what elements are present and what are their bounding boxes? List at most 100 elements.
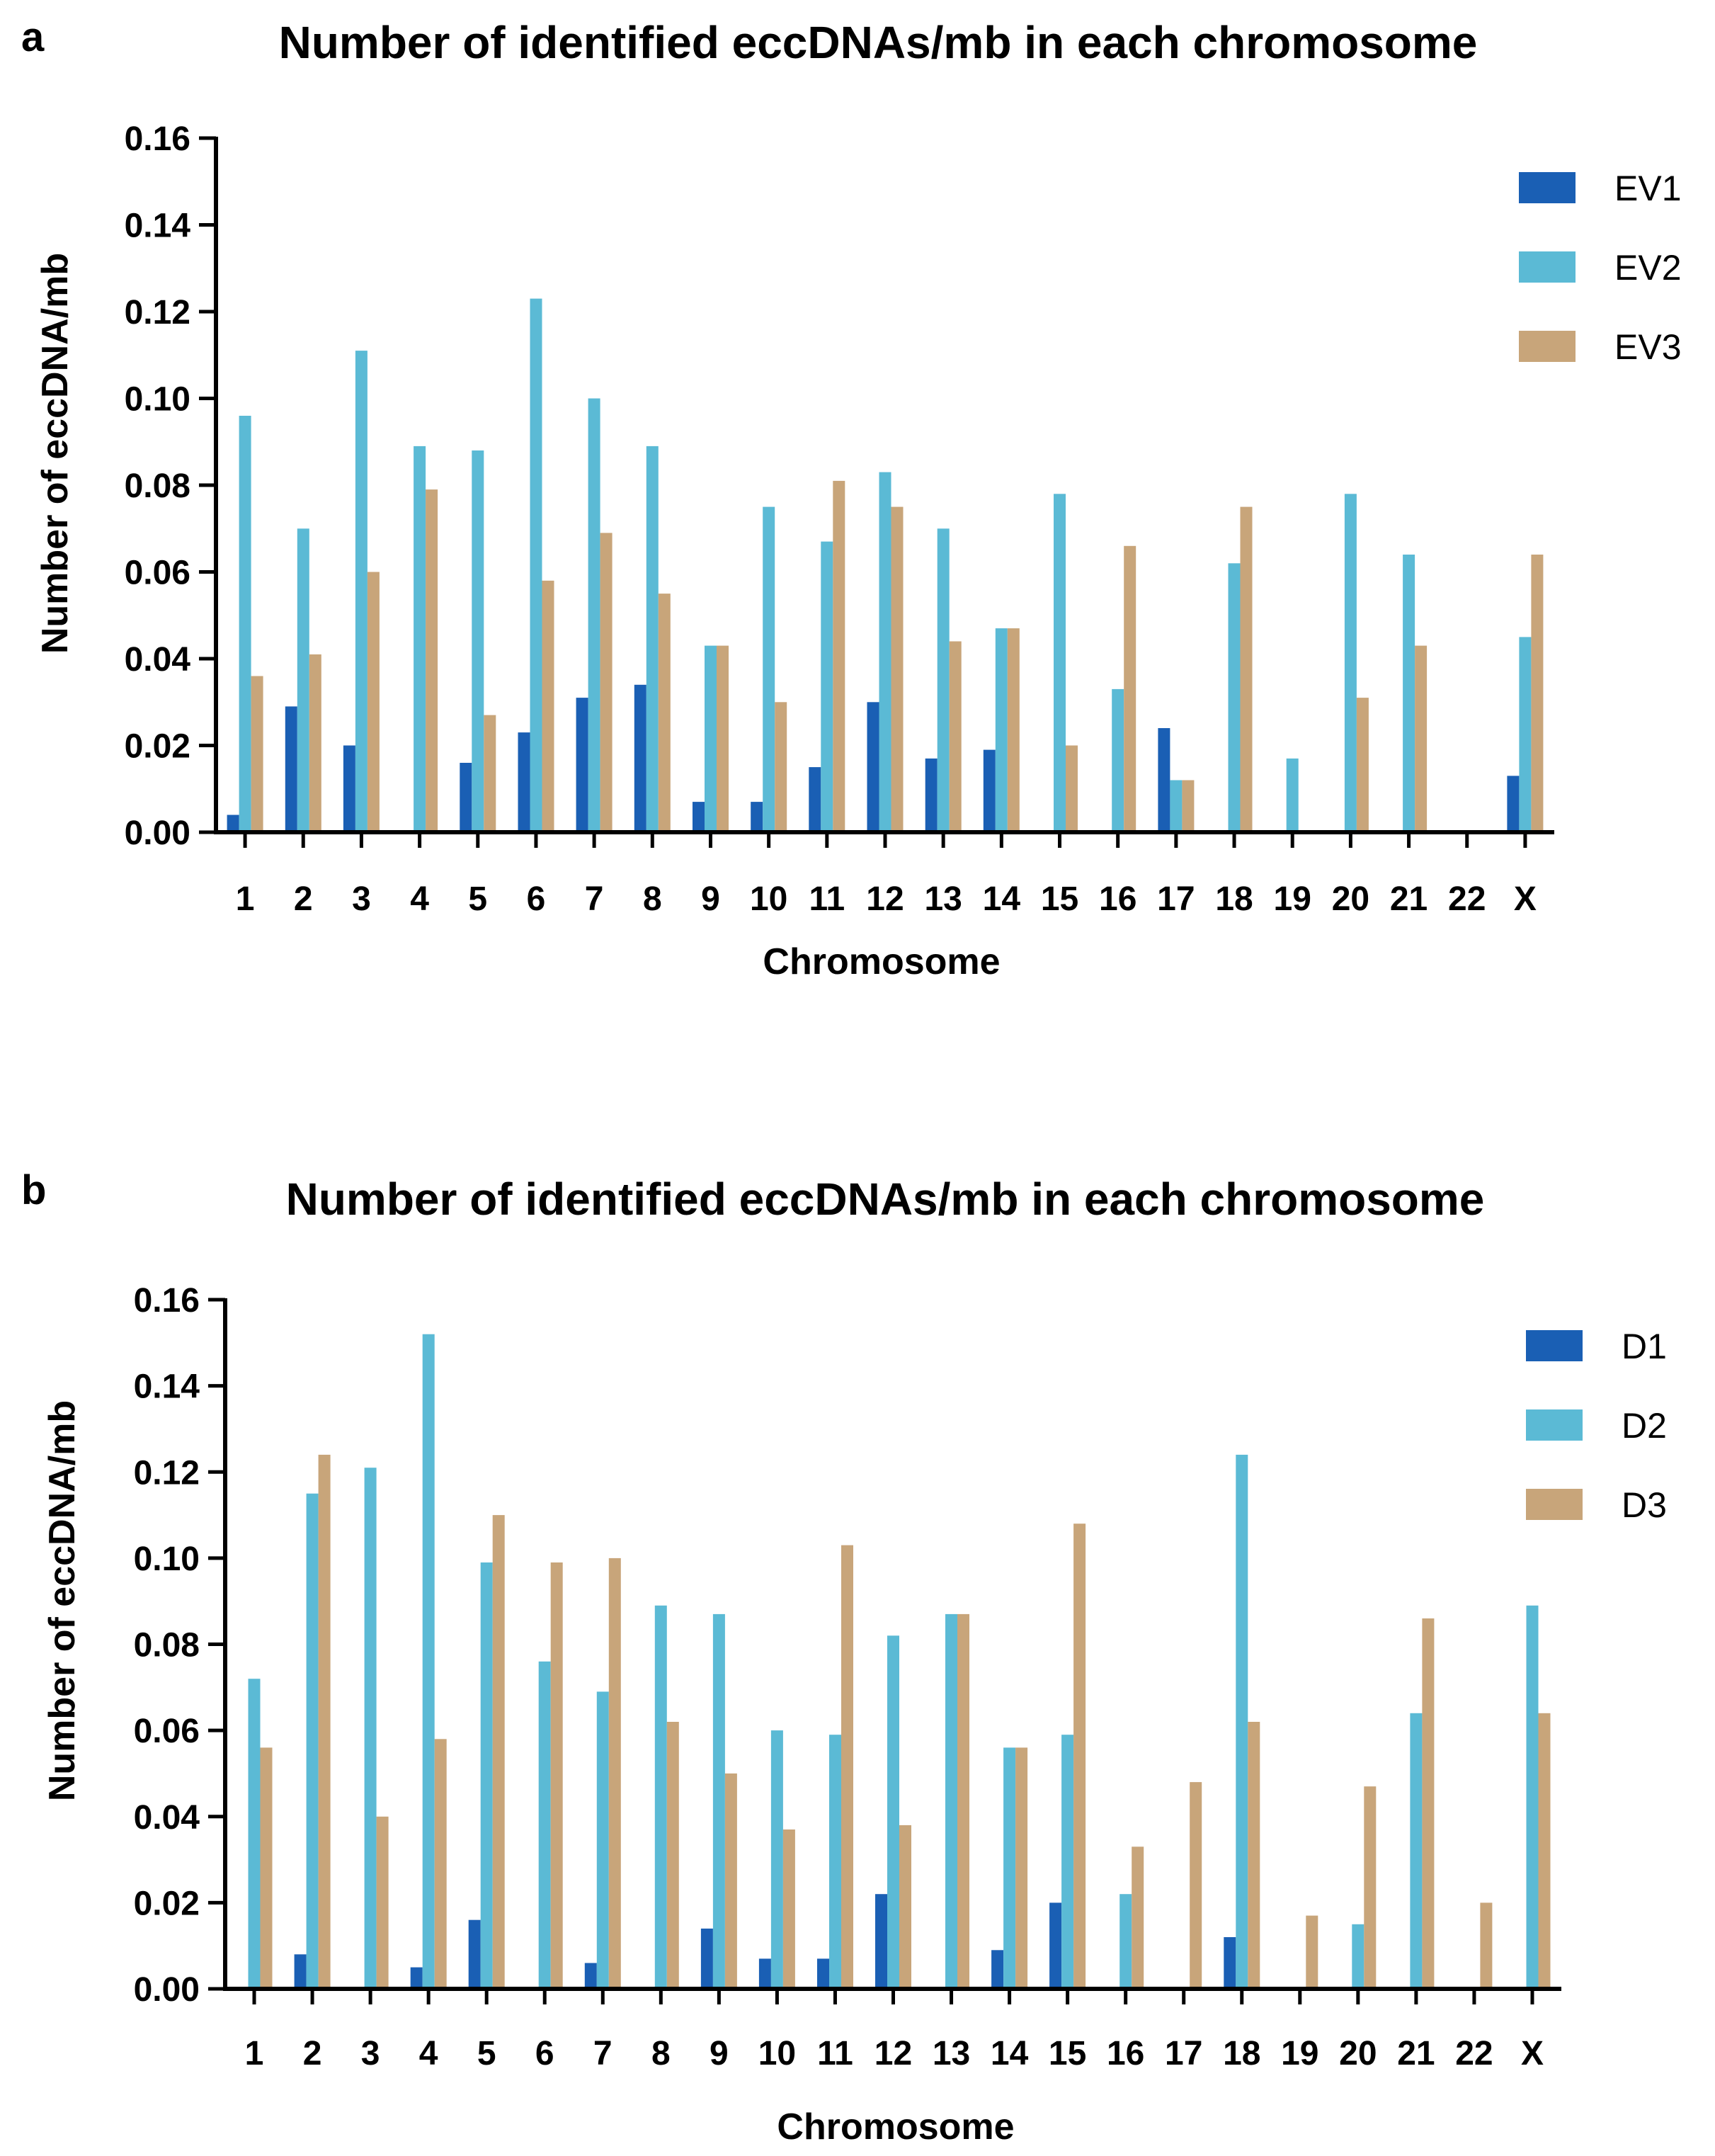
panel-b-bar-d3-chr-16 bbox=[1132, 1846, 1144, 1989]
panel-b-bar-d2-chr-20 bbox=[1352, 1924, 1364, 1989]
panel-b-x-tick-label: 2 bbox=[303, 2035, 322, 2072]
panel-b-x-tick-label: 17 bbox=[1165, 2035, 1202, 2072]
panel-b-y-tick-label: 0.06 bbox=[134, 1713, 200, 1750]
panel-b-bar-d3-chr-1 bbox=[260, 1747, 273, 1989]
panel-a-legend-swatch-ev2 bbox=[1519, 251, 1576, 283]
panel-b-bar-d1-chr-4 bbox=[410, 1967, 423, 1989]
panel-a-bar-ev2-chr-8 bbox=[646, 446, 659, 832]
panel-a-bar-ev2-chr-20 bbox=[1344, 494, 1357, 833]
panel-a-x-tick-label: 11 bbox=[809, 880, 845, 918]
panel-a-bar-ev3-chr-6 bbox=[542, 580, 554, 833]
panel-b-bar-d3-chr-21 bbox=[1422, 1618, 1435, 1989]
panel-b-bar-d1-chr-11 bbox=[817, 1958, 829, 1989]
panel-b-bar-d3-chr-4 bbox=[434, 1739, 447, 1989]
panel-a-bar-ev2-chr-6 bbox=[530, 298, 542, 833]
panel-a-bar-ev3-chr-14 bbox=[1007, 628, 1020, 832]
panel-a-x-tick-label: 15 bbox=[1041, 880, 1078, 918]
panel-a-y-tick-label: 0.00 bbox=[125, 815, 190, 852]
panel-a-bar-ev3-chr-5 bbox=[484, 715, 496, 832]
panel-a-bar-ev1-chr-6 bbox=[518, 732, 530, 832]
panel-b-bar-d1-chr-2 bbox=[294, 1954, 307, 1989]
panel-a-bar-ev2-chr-15 bbox=[1054, 494, 1066, 833]
panel-a-bar-ev2-chr-1 bbox=[239, 416, 251, 832]
panel-b-x-tick-label: 20 bbox=[1339, 2035, 1377, 2072]
panel-a-bar-ev1-chr-17 bbox=[1158, 728, 1170, 832]
panel-a-x-tick-label: 6 bbox=[527, 880, 546, 918]
panel-a-bar-ev1-chr-10 bbox=[751, 802, 763, 832]
panel-a-x-tick-label: 16 bbox=[1099, 880, 1136, 918]
panel-b-bar-d3-chr-7 bbox=[608, 1558, 621, 1989]
panel-b-x-tick-label: 22 bbox=[1455, 2035, 1493, 2072]
panel-a-y-axis-label: Number of eccDNA/mb bbox=[35, 253, 76, 654]
panel-a-bar-ev2-chr-14 bbox=[995, 628, 1008, 832]
panel-b-bar-d2-chr-3 bbox=[364, 1468, 377, 1989]
panel-b-bar-d3-chr-17 bbox=[1190, 1782, 1202, 1989]
panel-b-x-tick-label: 16 bbox=[1107, 2035, 1144, 2072]
panel-a-bar-ev1-chr-1 bbox=[227, 815, 239, 832]
panel-b-y-axis-label: Number of eccDNA/mb bbox=[42, 1400, 83, 1801]
panel-b-x-tick-label: 10 bbox=[758, 2035, 796, 2072]
panel-a-bar-ev3-chr-21 bbox=[1415, 645, 1428, 832]
panel-b-bar-d1-chr-9 bbox=[700, 1928, 713, 1989]
panel-a-bar-ev3-chr-16 bbox=[1124, 545, 1136, 833]
panel-a-bar-ev2-chr-10 bbox=[763, 506, 775, 832]
panel-a-bar-ev2-chr-16 bbox=[1112, 688, 1124, 832]
panel-a-bar-ev2-chr-2 bbox=[297, 528, 309, 833]
panel-a-bar-ev2-chr-x bbox=[1519, 637, 1532, 832]
panel-a-bar-ev3-chr-15 bbox=[1066, 745, 1078, 832]
panel-a-bar-ev1-chr-8 bbox=[634, 684, 646, 833]
panel-b-x-tick-label: 19 bbox=[1281, 2035, 1318, 2072]
panel-a-letter: a bbox=[21, 14, 45, 60]
panel-b-bar-d3-chr-x bbox=[1538, 1713, 1551, 1989]
panel-b-bar-d2-chr-18 bbox=[1236, 1454, 1248, 1989]
panel-a-bar-ev3-chr-20 bbox=[1356, 698, 1369, 832]
panel-a-bar-ev1-chr-13 bbox=[925, 758, 938, 832]
panel-a-legend-label-ev3: EV3 bbox=[1614, 327, 1682, 367]
panel-a-bar-ev3-chr-8 bbox=[658, 594, 671, 832]
panel-a-x-tick-label: 3 bbox=[352, 880, 371, 918]
panel-a-bar-ev2-chr-21 bbox=[1403, 555, 1415, 832]
panel-b-x-tick-label: 5 bbox=[477, 2035, 496, 2072]
panel-a-y-tick-label: 0.14 bbox=[125, 208, 191, 245]
panel-a-bar-ev1-chr-x bbox=[1507, 776, 1520, 832]
panel-a-bar-ev2-chr-4 bbox=[414, 446, 426, 832]
panel-b-bar-d3-chr-11 bbox=[841, 1545, 853, 1989]
panel-a-bar-ev3-chr-17 bbox=[1182, 780, 1195, 832]
panel-b-bar-d3-chr-9 bbox=[724, 1773, 737, 1989]
panel-a-y-tick-label: 0.02 bbox=[125, 728, 190, 766]
panel-a-bar-ev3-chr-4 bbox=[426, 489, 438, 832]
panel-a-bar-ev2-chr-7 bbox=[588, 398, 600, 832]
panel-b-bar-d1-chr-14 bbox=[991, 1950, 1004, 1989]
panel-a-legend-swatch-ev3 bbox=[1519, 331, 1576, 362]
panel-b-x-tick-label: 11 bbox=[817, 2035, 853, 2072]
panel-b-bar-d2-chr-6 bbox=[538, 1661, 551, 1989]
panel-a-x-tick-label: 4 bbox=[410, 880, 429, 918]
panel-b-bar-d3-chr-8 bbox=[666, 1722, 679, 1989]
panel-a-bar-ev2-chr-9 bbox=[705, 645, 717, 832]
panel-b-x-tick-label: 9 bbox=[710, 2035, 729, 2072]
panel-a-bar-ev2-chr-17 bbox=[1170, 780, 1183, 832]
panel-b-bar-d3-chr-20 bbox=[1364, 1786, 1377, 1989]
panel-a-x-tick-label: 17 bbox=[1157, 880, 1195, 918]
panel-b-x-tick-label: 7 bbox=[593, 2035, 612, 2072]
panel-a-x-tick-label: 13 bbox=[924, 880, 962, 918]
panel-b-bar-d2-chr-2 bbox=[306, 1493, 319, 1989]
panel-b-x-tick-label: 6 bbox=[535, 2035, 554, 2072]
panel-a-y-tick-label: 0.12 bbox=[125, 294, 190, 331]
panel-b-bar-d3-chr-3 bbox=[376, 1816, 389, 1990]
panel-a-x-tick-label: 8 bbox=[643, 880, 662, 918]
panel-a-bar-ev1-chr-3 bbox=[343, 745, 355, 832]
panel-a-title: Number of identified eccDNAs/mb in each … bbox=[279, 17, 1478, 68]
panel-a-x-tick-label: 2 bbox=[294, 880, 313, 918]
panel-b-bar-d2-chr-13 bbox=[945, 1613, 957, 1989]
panel-a-bar-ev3-chr-18 bbox=[1240, 506, 1253, 832]
panel-a-y-tick-label: 0.16 bbox=[125, 120, 190, 158]
panel-a-x-tick-label: 21 bbox=[1390, 880, 1428, 918]
panel-b-bar-d3-chr-10 bbox=[782, 1829, 795, 1989]
panel-b-bar-d2-chr-16 bbox=[1119, 1894, 1132, 1989]
panel-b-bar-d3-chr-2 bbox=[318, 1454, 331, 1989]
panel-b-y-tick-label: 0.14 bbox=[134, 1368, 200, 1406]
panel-b-x-tick-label: 1 bbox=[245, 2035, 264, 2072]
panel-b-bar-d2-chr-12 bbox=[887, 1635, 899, 1989]
panel-b-bar-d1-chr-10 bbox=[758, 1958, 771, 1989]
